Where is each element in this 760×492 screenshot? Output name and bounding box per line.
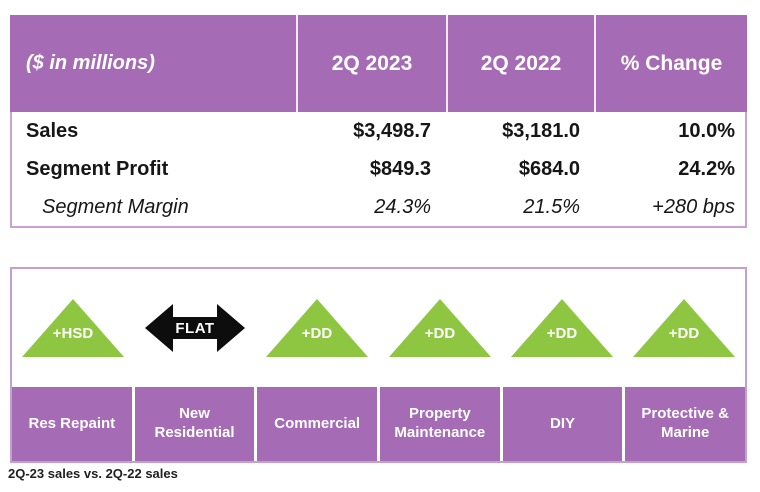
segment-label-res-repaint: Res Repaint xyxy=(12,387,132,461)
table-row-sales: Sales $3,498.7 $3,181.0 10.0% xyxy=(12,112,745,150)
segment-label-commercial: Commercial xyxy=(257,387,378,461)
indicator-value: +DD xyxy=(547,325,578,342)
up-triangle-icon: +DD xyxy=(266,299,369,357)
column-header-2q-2023: 2Q 2023 xyxy=(296,15,446,112)
indicator-value: +DD xyxy=(424,325,455,342)
cell-sales-2q2023: $3,498.7 xyxy=(353,119,431,142)
cell-profit-2q2022: $684.0 xyxy=(518,157,580,180)
column-header-2q-2022: 2Q 2022 xyxy=(446,15,594,112)
table-header-row: ($ in millions) 2Q 2023 2Q 2022 % Change xyxy=(10,15,747,112)
footnote: 2Q-23 sales vs. 2Q-22 sales xyxy=(8,466,178,481)
segment-label-new-residential: New Residential xyxy=(134,387,255,461)
up-triangle-icon: +HSD xyxy=(22,299,125,357)
cell-profit-2q2023: $849.3 xyxy=(369,157,431,180)
flat-arrow-icon: FLAT xyxy=(145,304,246,352)
cell-margin-2q2023: 24.3% xyxy=(374,195,431,218)
indicator-property-maintenance: +DD xyxy=(379,298,501,358)
up-triangle-icon: +DD xyxy=(388,299,491,357)
cell-margin-change: +280 bps xyxy=(652,195,735,218)
indicator-row: +HSD FLAT +DD +DD xyxy=(12,269,745,387)
financial-results-table: ($ in millions) 2Q 2023 2Q 2022 % Change… xyxy=(10,15,747,228)
segment-label-property-maintenance: Property Maintenance xyxy=(380,387,500,461)
table-body: Sales $3,498.7 $3,181.0 10.0% Segment Pr… xyxy=(10,112,747,228)
table-unit-label: ($ in millions) xyxy=(26,52,155,74)
cell-profit-change: 24.2% xyxy=(678,157,735,180)
row-label-segment-margin: Segment Margin xyxy=(42,195,189,218)
cell-sales-2q2022: $3,181.0 xyxy=(502,119,580,142)
indicator-value: +HSD xyxy=(53,325,94,342)
indicator-value: +DD xyxy=(669,325,700,342)
up-triangle-icon: +DD xyxy=(632,299,735,357)
segment-trend-box: +HSD FLAT +DD +DD xyxy=(10,267,747,463)
indicator-protective-marine: +DD xyxy=(623,298,745,358)
segment-label-diy: DIY xyxy=(502,387,623,461)
column-header-pct-change: % Change xyxy=(594,15,747,112)
indicator-commercial: +DD xyxy=(256,298,378,358)
segment-label-protective-marine: Protective & Marine xyxy=(625,387,746,461)
indicator-res-repaint: +HSD xyxy=(12,298,134,358)
up-triangle-icon: +DD xyxy=(510,299,613,357)
indicator-diy: +DD xyxy=(501,298,623,358)
indicator-value: +DD xyxy=(302,325,333,342)
table-row-segment-margin: Segment Margin 24.3% 21.5% +280 bps xyxy=(12,188,745,226)
table-row-segment-profit: Segment Profit $849.3 $684.0 24.2% xyxy=(12,150,745,188)
cell-sales-change: 10.0% xyxy=(678,119,735,142)
cell-margin-2q2022: 21.5% xyxy=(523,195,580,218)
row-label-sales: Sales xyxy=(26,119,79,142)
row-label-segment-profit: Segment Profit xyxy=(26,157,169,180)
indicator-new-residential: FLAT xyxy=(134,299,256,357)
segment-label-row: Res Repaint New Residential Commercial P… xyxy=(12,387,746,461)
indicator-value: FLAT xyxy=(176,320,215,337)
